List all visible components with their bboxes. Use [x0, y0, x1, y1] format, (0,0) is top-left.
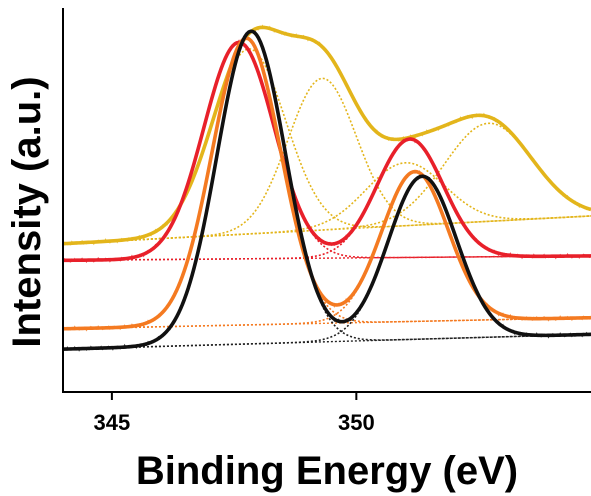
component-fit-yellow-1 [62, 48, 591, 245]
component-fit-yellow-3 [62, 161, 591, 245]
total-fit-yellow [62, 25, 591, 246]
total-fit-black [62, 29, 591, 351]
series-orange [62, 36, 591, 332]
total-fit-orange [62, 36, 591, 331]
series-black [62, 29, 591, 352]
x-tick-label-345: 345 [94, 410, 131, 435]
component-fit-yellow-4 [62, 122, 591, 245]
x-tick-label-350: 350 [338, 410, 375, 435]
component-fit-orange-2 [62, 170, 591, 330]
x-axis-label: Binding Energy (eV) [136, 449, 518, 493]
x-ticks: 345 350 [94, 392, 375, 435]
series-red [62, 39, 591, 264]
series-yellow [62, 24, 591, 246]
y-axis-label: Intensity (a.u.) [5, 76, 49, 347]
component-fit-red-1 [62, 41, 591, 262]
axes [62, 8, 591, 393]
component-fit-red-2 [62, 138, 591, 262]
total-fit-red [62, 40, 591, 263]
baseline-black [62, 333, 591, 350]
plot-area [62, 24, 591, 352]
component-fit-orange-1 [62, 37, 591, 330]
raw-data-orange [62, 36, 591, 332]
